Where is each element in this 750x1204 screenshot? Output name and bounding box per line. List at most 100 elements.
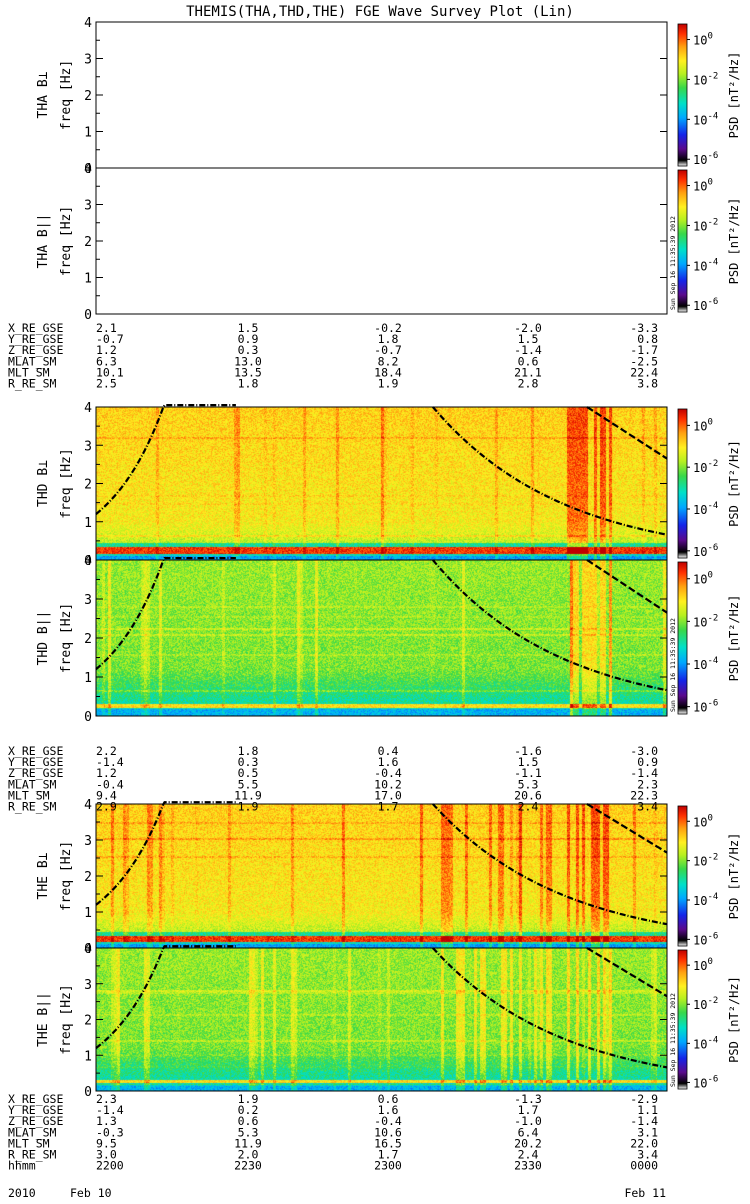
colorbar-scale (677, 408, 688, 559)
ephemeris-value: 1.7 (518, 1103, 539, 1117)
ephemeris-value: -1.4 (630, 1114, 658, 1128)
ytick-label: 1 (84, 126, 92, 141)
ephemeris-value: 20.6 (514, 788, 542, 802)
ephemeris-value: 10.6 (374, 1125, 402, 1139)
colorbar-tick-label: 10-6 (693, 543, 718, 559)
colorbar-tick-label: 10-4 (693, 892, 718, 908)
ephemeris-value: 1.9 (238, 1092, 259, 1106)
ephemeris-value: 2.3 (637, 777, 658, 791)
ylabel-probe: THE B⊥ (36, 852, 51, 899)
ephemeris-value: 22.4 (630, 365, 658, 379)
ephemeris-value: -2.0 (514, 321, 542, 335)
colorbar-tick-label: 10-2 (693, 71, 718, 87)
ephemeris-value: 13.0 (234, 354, 262, 368)
ephemeris-row-label: MLAT_SM (8, 1125, 57, 1139)
ephemeris-row-label: Y_RE_GSE (8, 755, 63, 769)
gyrofrequency-curve-3 (586, 947, 668, 998)
ytick-label: 3 (84, 834, 92, 849)
ephemeris-value: -0.4 (374, 1114, 402, 1128)
ylabel-unit: freq [Hz] (59, 984, 74, 1054)
colorbar-tick-label: 10-6 (693, 699, 718, 715)
ephemeris-value: -0.3 (96, 1125, 124, 1139)
colorbar-tick-label: 10-4 (693, 1035, 718, 1051)
ephemeris-value: 5.3 (238, 1125, 259, 1139)
ytick-label: 3 (84, 199, 92, 214)
spectrogram-panel-thd-bpar: 0 1 2 3 4 THD B|| freq [Hz] 100 10-2 10-4 10-6 PSD … (36, 554, 741, 725)
gyrofrequency-curve-1 (95, 801, 236, 906)
ephemeris-value: 1.2 (96, 766, 117, 780)
colorbar-tick-label: 10-6 (693, 1074, 718, 1090)
ephemeris-value: 18.4 (374, 365, 402, 379)
ylabel-probe: THE B|| (36, 992, 51, 1047)
spectrogram-panel-thd-bperp: 0 1 2 3 4 THD B⊥ freq [Hz] 100 10-2 10-4 10-6 PSD [… (36, 401, 741, 569)
ephemeris-value: 16.5 (374, 1136, 402, 1150)
ytick-label: 3 (84, 593, 92, 608)
colorbar: 100 10-2 10-4 10-6 PSD [nT²/Hz] (677, 169, 741, 313)
ephemeris-value: 0.6 (238, 1114, 259, 1128)
ephemeris-value: 0000 (630, 1159, 658, 1173)
ephemeris-row-label: Z_RE_GSE (8, 343, 63, 357)
ephemeris-value: 2200 (96, 1159, 124, 1173)
date-year: 2010 (8, 1186, 36, 1200)
ylabel-probe: THD B⊥ (36, 460, 51, 507)
ytick-label: 4 (84, 162, 92, 177)
ephemeris-row-label: hhmm (8, 1159, 36, 1173)
ephemeris-value: 6.4 (518, 1125, 539, 1139)
ephemeris-value: 1.5 (518, 755, 539, 769)
ephemeris-value: 0.2 (238, 1103, 259, 1117)
ephemeris-row-label: MLT_SM (8, 788, 50, 802)
ephemeris-value: 0.4 (378, 744, 399, 758)
colorbar: 100 10-2 10-4 10-6 PSD [nT²/Hz] (677, 949, 741, 1090)
ytick-label: 3 (84, 978, 92, 993)
ephemeris-value: 3.0 (96, 1148, 117, 1162)
ylabel-probe: THA B|| (36, 214, 51, 269)
ephemeris-value: 2.8 (518, 377, 539, 391)
ylabel-unit: freq [Hz] (59, 60, 74, 130)
colorbar-tick-label: 100 (693, 32, 713, 48)
ephemeris-tables: X_RE_GSE 2.1 1.5 -0.2 -2.0 -3.3 Y_RE_GSE -0.7 0.… (8, 321, 666, 1200)
spectrogram-panel-the-bperp: 0 1 2 3 4 THE B⊥ freq [Hz] 100 10-2 10-4 10-6 PSD [… (36, 798, 741, 957)
spectrogram-image (96, 407, 667, 560)
ephemeris-value: 11.9 (234, 788, 262, 802)
ylabel-unit: freq [Hz] (59, 603, 74, 673)
ephemeris-value: -0.4 (96, 777, 124, 791)
gyrofrequency-curve-1 (95, 556, 236, 671)
ephemeris-row-label: X_RE_GSE (8, 321, 63, 335)
ephemeris-value: 0.9 (637, 755, 658, 769)
ephemeris-value: -0.7 (374, 343, 402, 357)
gyrofrequency-curve-3 (586, 803, 668, 854)
ephemeris-row-label: Z_RE_GSE (8, 766, 63, 780)
colorbar-tick-label: 100 (693, 813, 713, 829)
ytick-label: 2 (84, 632, 92, 647)
ytick-label: 4 (84, 554, 92, 569)
ephemeris-value: 2300 (374, 1159, 402, 1173)
ephemeris-table: X_RE_GSE 2.2 1.8 0.4 -1.6 -3.0 Y_RE_GSE -1.4 0.3… (8, 744, 658, 814)
ephemeris-row-label: R_RE_SM (8, 800, 57, 814)
colorbar-tick-label: 100 (693, 417, 713, 433)
ephemeris-value: 3.1 (637, 1125, 658, 1139)
ephemeris-value: 1.9 (238, 800, 259, 814)
ephemeris-value: 11.9 (234, 1136, 262, 1150)
colorbar-tick-label: 10-2 (693, 996, 718, 1012)
ephemeris-value: 22.0 (630, 1136, 658, 1150)
ephemeris-value: 6.3 (96, 354, 117, 368)
ephemeris-value: 1.8 (238, 744, 259, 758)
ephemeris-value: -0.7 (96, 332, 124, 346)
ephemeris-row-label: R_RE_SM (8, 377, 57, 391)
colorbar-label: PSD [nT²/Hz] (727, 595, 741, 682)
ephemeris-value: 0.6 (518, 354, 539, 368)
gyrofrequency-curve-1 (95, 945, 236, 1049)
ephemeris-row-label: MLAT_SM (8, 354, 57, 368)
ytick-label: 0 (84, 162, 92, 177)
colorbar-scale (677, 561, 688, 715)
ephemeris-value: 3.8 (637, 377, 658, 391)
ephemeris-value: 1.6 (378, 755, 399, 769)
colorbar-tick-label: 10-4 (693, 111, 718, 127)
ephemeris-value: 2.0 (238, 1148, 259, 1162)
ytick-label: 4 (84, 16, 92, 31)
spectrogram-image (96, 948, 667, 1091)
ephemeris-value: 9.5 (96, 1136, 117, 1150)
ephemeris-value: -1.4 (514, 343, 542, 357)
ephemeris-value: 0.3 (238, 343, 259, 357)
